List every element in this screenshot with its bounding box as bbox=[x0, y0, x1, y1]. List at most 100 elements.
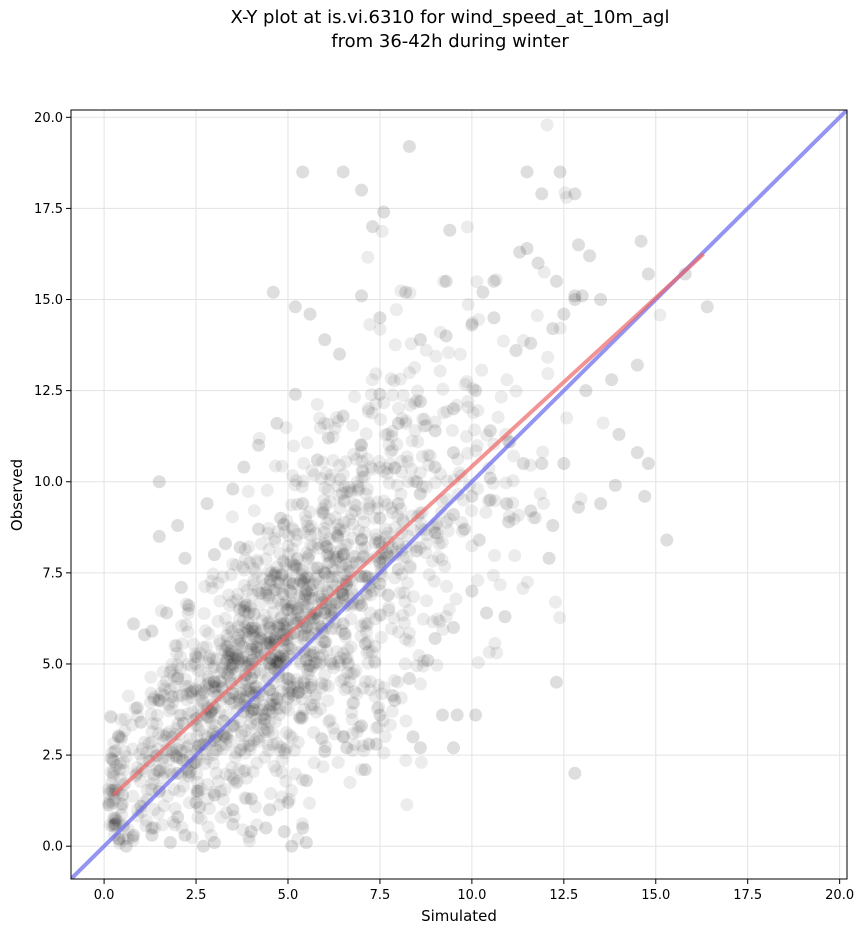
data-point bbox=[263, 803, 277, 817]
data-point bbox=[382, 438, 396, 452]
data-point bbox=[265, 596, 279, 610]
data-point bbox=[529, 511, 543, 525]
data-point bbox=[401, 529, 415, 543]
data-point bbox=[138, 628, 152, 642]
data-point bbox=[568, 289, 582, 303]
data-point bbox=[257, 712, 271, 726]
data-point bbox=[226, 624, 240, 638]
data-point bbox=[416, 612, 430, 626]
x-tick-label-0: 0.0 bbox=[94, 888, 115, 903]
data-point bbox=[170, 749, 184, 763]
data-point bbox=[273, 743, 287, 757]
data-point bbox=[310, 569, 324, 583]
data-point bbox=[282, 575, 296, 589]
data-point bbox=[266, 687, 280, 701]
data-point bbox=[194, 812, 208, 826]
data-point bbox=[269, 583, 283, 597]
data-point bbox=[486, 476, 500, 490]
data-point bbox=[487, 274, 501, 288]
chart-title-line-2: from 36-42h during winter bbox=[331, 31, 569, 52]
data-point bbox=[391, 537, 405, 551]
data-point bbox=[263, 630, 277, 644]
data-point bbox=[291, 551, 305, 565]
data-point bbox=[537, 265, 551, 279]
data-point bbox=[273, 702, 287, 716]
data-point bbox=[261, 725, 275, 739]
data-point bbox=[104, 765, 118, 779]
data-point bbox=[269, 569, 283, 583]
data-point bbox=[164, 690, 178, 704]
data-point bbox=[102, 796, 116, 810]
data-point bbox=[317, 526, 331, 540]
data-point bbox=[145, 624, 159, 638]
data-point bbox=[297, 456, 311, 470]
data-point bbox=[298, 571, 312, 585]
data-point bbox=[152, 475, 166, 489]
data-point bbox=[233, 634, 247, 648]
data-point bbox=[509, 384, 523, 398]
data-point bbox=[148, 821, 162, 835]
data-point bbox=[391, 675, 405, 689]
data-point bbox=[241, 616, 255, 630]
data-point bbox=[106, 766, 120, 780]
data-point bbox=[307, 725, 321, 739]
data-point bbox=[205, 716, 219, 730]
data-point bbox=[233, 714, 247, 728]
data-point bbox=[285, 498, 299, 512]
data-point bbox=[380, 466, 394, 480]
data-point bbox=[255, 586, 269, 600]
data-point bbox=[218, 783, 232, 797]
data-point bbox=[407, 474, 421, 488]
data-point bbox=[347, 666, 361, 680]
data-point bbox=[107, 763, 121, 777]
data-point bbox=[387, 548, 401, 562]
data-point bbox=[333, 501, 347, 515]
data-point bbox=[163, 682, 177, 696]
data-point bbox=[163, 836, 177, 850]
data-point bbox=[138, 735, 152, 749]
data-point bbox=[433, 467, 447, 481]
data-point bbox=[558, 186, 572, 200]
data-point bbox=[106, 796, 120, 810]
data-point bbox=[104, 752, 118, 766]
data-point bbox=[271, 594, 285, 608]
data-point bbox=[119, 839, 133, 853]
data-point bbox=[113, 756, 127, 770]
data-point bbox=[378, 428, 392, 442]
data-point bbox=[172, 689, 186, 703]
data-point bbox=[428, 526, 442, 540]
data-point bbox=[336, 647, 350, 661]
data-point bbox=[304, 538, 318, 552]
data-point bbox=[608, 478, 622, 492]
data-point bbox=[291, 735, 305, 749]
data-point bbox=[330, 645, 344, 659]
data-point bbox=[261, 522, 275, 536]
data-point bbox=[277, 652, 291, 666]
data-point bbox=[175, 688, 189, 702]
data-point bbox=[278, 743, 292, 757]
data-point bbox=[446, 446, 460, 460]
data-point bbox=[411, 384, 425, 398]
data-point bbox=[455, 524, 469, 538]
data-point bbox=[259, 586, 273, 600]
data-point bbox=[546, 322, 560, 336]
data-point bbox=[349, 664, 363, 678]
data-point bbox=[181, 706, 195, 720]
data-point bbox=[335, 560, 349, 574]
data-point bbox=[275, 753, 289, 767]
data-point bbox=[296, 629, 310, 643]
data-point bbox=[103, 798, 117, 812]
data-point bbox=[245, 722, 259, 736]
data-point bbox=[332, 655, 346, 669]
data-point bbox=[269, 649, 283, 663]
data-point bbox=[277, 587, 291, 601]
data-point bbox=[134, 715, 148, 729]
data-point bbox=[114, 801, 128, 815]
data-point bbox=[271, 656, 285, 670]
data-point bbox=[258, 725, 272, 739]
data-point bbox=[236, 738, 250, 752]
data-point bbox=[263, 617, 277, 631]
data-point bbox=[360, 452, 374, 466]
data-point bbox=[178, 551, 192, 565]
data-point bbox=[346, 517, 360, 531]
